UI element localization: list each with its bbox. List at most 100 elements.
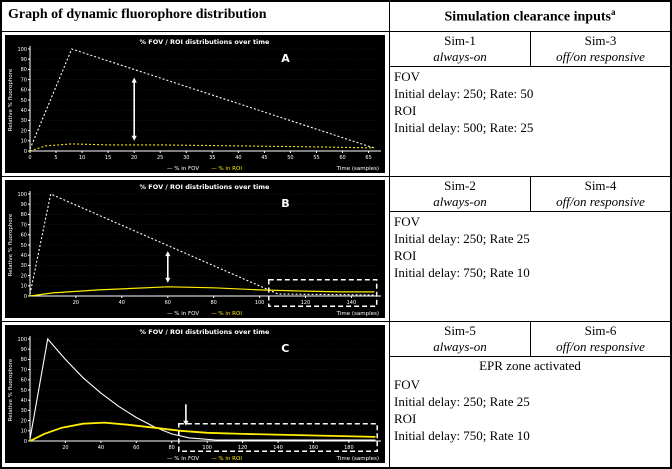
svg-text:20: 20 bbox=[62, 445, 68, 451]
sim-block-2: Sim-2 always-on Sim-4 off/on responsive … bbox=[390, 177, 670, 321]
svg-text:20: 20 bbox=[73, 300, 79, 306]
svg-text:50: 50 bbox=[21, 98, 27, 104]
svg-text:80: 80 bbox=[169, 445, 175, 451]
svg-text:70: 70 bbox=[21, 367, 27, 373]
sim-mode: off/on responsive bbox=[556, 194, 645, 209]
svg-text:100: 100 bbox=[202, 445, 212, 451]
sim-line: Initial delay: 750; Rate 10 bbox=[394, 265, 530, 280]
sim-col-sim1: Sim-1 always-on bbox=[390, 32, 530, 66]
sim-mode: always-on bbox=[433, 194, 487, 209]
chart-cell-c: 0 10 20 30 40 50 60 70 80 90 100 20 40 60 80 100 120 140 1… bbox=[2, 322, 390, 467]
svg-text:20: 20 bbox=[21, 128, 27, 134]
svg-text:20: 20 bbox=[131, 155, 137, 161]
svg-text:65: 65 bbox=[365, 155, 371, 161]
svg-text:80: 80 bbox=[211, 300, 217, 306]
sim-line: ROI bbox=[394, 103, 417, 118]
svg-text:A: A bbox=[281, 52, 290, 65]
svg-text:% FOV / ROI distributions over: % FOV / ROI distributions over time bbox=[140, 328, 271, 336]
sim-header-3: Sim-5 always-on Sim-6 off/on responsive bbox=[390, 322, 670, 357]
svg-text:0: 0 bbox=[28, 155, 31, 161]
svg-text:30: 30 bbox=[21, 263, 27, 269]
svg-text:100: 100 bbox=[17, 192, 27, 198]
sim-name: Sim-2 bbox=[444, 178, 476, 193]
svg-text:180: 180 bbox=[344, 445, 354, 451]
svg-text:0: 0 bbox=[24, 294, 27, 300]
svg-text:60: 60 bbox=[21, 233, 27, 239]
row-sim1-sim3: 0 10 20 30 40 50 60 70 80 90 100 0 5 10 15 20 25 30 35 40 45… bbox=[2, 32, 670, 177]
svg-text:60: 60 bbox=[21, 88, 27, 94]
svg-text:100: 100 bbox=[17, 47, 27, 53]
svg-text:40: 40 bbox=[235, 155, 241, 161]
svg-text:— % in FOV— % in ROI: — % in FOV — % in ROI bbox=[167, 166, 242, 172]
svg-text:90: 90 bbox=[21, 57, 27, 63]
svg-text:60: 60 bbox=[165, 300, 171, 306]
svg-text:10: 10 bbox=[21, 429, 27, 435]
sim-col-sim2: Sim-2 always-on bbox=[390, 177, 530, 211]
svg-text:C: C bbox=[281, 342, 289, 355]
svg-text:70: 70 bbox=[21, 222, 27, 228]
svg-text:Relative % fluorophore: Relative % fluorophore bbox=[8, 68, 14, 131]
sim-line: ROI bbox=[394, 411, 417, 426]
chart-cell-a: 0 10 20 30 40 50 60 70 80 90 100 0 5 10 15 20 25 30 35 40 45… bbox=[2, 32, 390, 176]
svg-text:60: 60 bbox=[21, 378, 27, 384]
svg-text:30: 30 bbox=[21, 118, 27, 124]
svg-text:— % in FOV— % in ROI: — % in FOV — % in ROI bbox=[167, 311, 242, 317]
sim-line: FOV bbox=[394, 69, 421, 84]
sim-mode: off/on responsive bbox=[556, 49, 645, 64]
sim-line: FOV bbox=[394, 377, 421, 392]
right-header-cell: Simulation clearance inputsa bbox=[390, 2, 670, 31]
sim-header-2: Sim-2 always-on Sim-4 off/on responsive bbox=[390, 177, 670, 212]
sim-mode: always-on bbox=[433, 49, 487, 64]
svg-text:25: 25 bbox=[157, 155, 163, 161]
sim-line: Initial delay: 250; Rate 25 bbox=[394, 394, 530, 409]
svg-text:140: 140 bbox=[273, 445, 283, 451]
svg-text:40: 40 bbox=[21, 398, 27, 404]
svg-text:10: 10 bbox=[21, 139, 27, 145]
svg-text:Relative % fluorophore: Relative % fluorophore bbox=[8, 358, 14, 421]
chart-cell-b: 0 10 20 30 40 50 60 70 80 90 100 20 40 60 80 100 120 140%… bbox=[2, 177, 390, 321]
svg-text:30: 30 bbox=[183, 155, 189, 161]
chart-panel-b: 0 10 20 30 40 50 60 70 80 90 100 20 40 60 80 100 120 140%… bbox=[2, 177, 389, 321]
svg-text:% FOV / ROI distributions over: % FOV / ROI distributions over time bbox=[140, 183, 271, 191]
svg-text:0: 0 bbox=[24, 149, 27, 155]
row-sim5-sim6: 0 10 20 30 40 50 60 70 80 90 100 20 40 60 80 100 120 140 1… bbox=[2, 322, 670, 467]
sim-params-2: FOV Initial delay: 250; Rate 25 ROI Init… bbox=[390, 212, 670, 282]
footnote-marker: a bbox=[610, 7, 616, 17]
svg-text:Time (samples): Time (samples) bbox=[336, 456, 379, 462]
sim-params-3: FOV Initial delay: 250; Rate 25 ROI Init… bbox=[390, 375, 670, 445]
svg-text:10: 10 bbox=[79, 155, 85, 161]
svg-text:40: 40 bbox=[119, 300, 125, 306]
svg-text:B: B bbox=[281, 197, 289, 210]
svg-text:80: 80 bbox=[21, 357, 27, 363]
sim-block-1: Sim-1 always-on Sim-3 off/on responsive … bbox=[390, 32, 670, 176]
svg-text:90: 90 bbox=[21, 347, 27, 353]
sim-line: Initial delay: 500; Rate: 25 bbox=[394, 120, 534, 135]
right-table-title: Simulation clearance inputs bbox=[444, 9, 611, 25]
svg-text:80: 80 bbox=[21, 212, 27, 218]
svg-text:60: 60 bbox=[133, 445, 139, 451]
epr-note: EPR zone activated bbox=[479, 358, 581, 373]
sim-header-1: Sim-1 always-on Sim-3 off/on responsive bbox=[390, 32, 670, 67]
svg-text:160: 160 bbox=[309, 445, 319, 451]
sim-line: Initial delay: 250; Rate: 50 bbox=[394, 86, 534, 101]
svg-text:— % in FOV— % in ROI: — % in FOV — % in ROI bbox=[167, 456, 242, 462]
sim-name: Sim-4 bbox=[584, 178, 617, 193]
svg-text:15: 15 bbox=[105, 155, 111, 161]
svg-text:45: 45 bbox=[261, 155, 267, 161]
svg-text:90: 90 bbox=[21, 202, 27, 208]
sim-col-sim6: Sim-6 off/on responsive bbox=[530, 322, 670, 356]
sim-col-sim4: Sim-4 off/on responsive bbox=[530, 177, 670, 211]
svg-text:Time (samples): Time (samples) bbox=[336, 311, 379, 317]
svg-text:50: 50 bbox=[287, 155, 293, 161]
sim-block-3: Sim-5 always-on Sim-6 off/on responsive … bbox=[390, 322, 670, 467]
svg-text:70: 70 bbox=[21, 77, 27, 83]
svg-text:0: 0 bbox=[24, 439, 27, 445]
svg-text:% FOV / ROI distributions over: % FOV / ROI distributions over time bbox=[140, 38, 271, 46]
sim-params-1: FOV Initial delay: 250; Rate: 50 ROI Ini… bbox=[390, 67, 670, 137]
svg-text:40: 40 bbox=[21, 253, 27, 259]
svg-text:120: 120 bbox=[238, 445, 248, 451]
chart-panel-c: 0 10 20 30 40 50 60 70 80 90 100 20 40 60 80 100 120 140 1… bbox=[2, 322, 389, 466]
svg-text:20: 20 bbox=[21, 273, 27, 279]
svg-text:50: 50 bbox=[21, 243, 27, 249]
sim-col-sim3: Sim-3 off/on responsive bbox=[530, 32, 670, 66]
